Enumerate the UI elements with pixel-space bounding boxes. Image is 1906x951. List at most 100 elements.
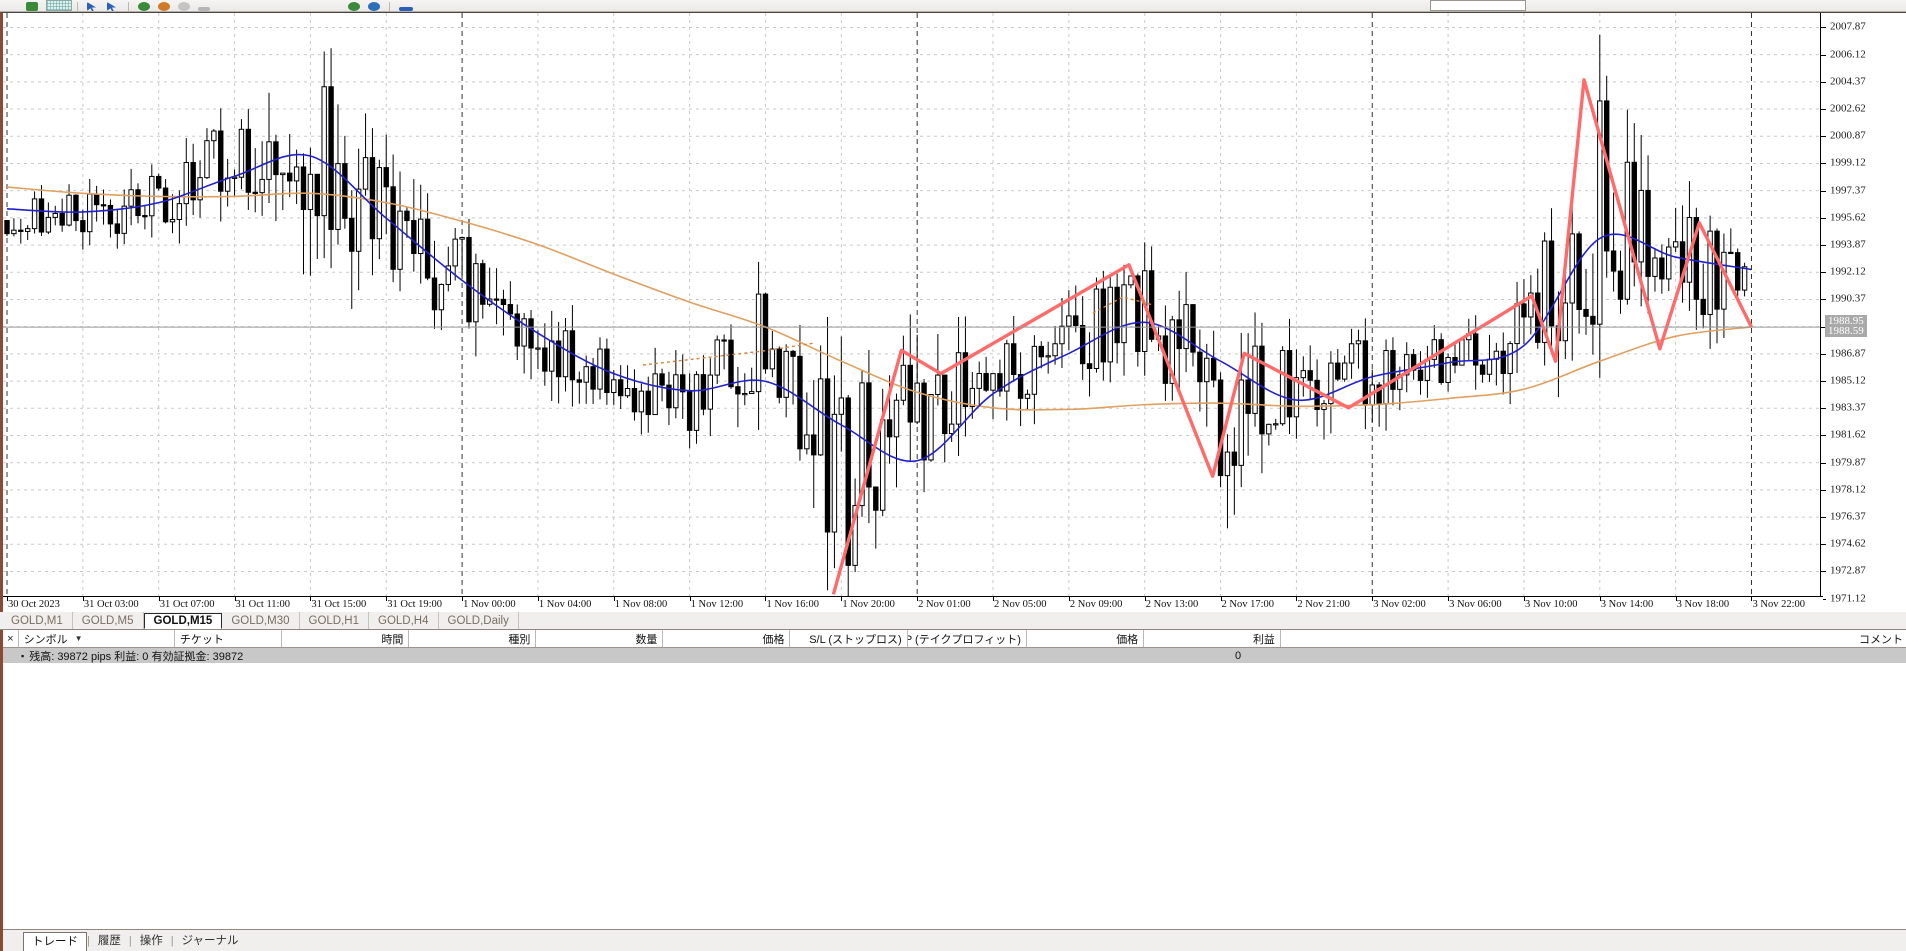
time-label: 1 Nov 08:00 (614, 599, 668, 610)
price-tick (1821, 489, 1826, 491)
column-header-4[interactable]: 数量 (536, 630, 664, 647)
time-label: 3 Nov 02:00 (1373, 599, 1426, 610)
column-header-9[interactable]: 利益 (1144, 630, 1281, 647)
price-tick (1821, 217, 1826, 219)
chart-canvas[interactable] (3, 13, 1823, 613)
more-icon[interactable] (395, 0, 415, 11)
cursor-icon[interactable] (83, 0, 103, 11)
tab-separator: | (170, 934, 174, 947)
time-tick (1220, 597, 1222, 601)
price-label: 1990.37 (1830, 292, 1866, 305)
terminal-close-icon[interactable]: × (3, 630, 19, 647)
time-label: 3 Nov 10:00 (1524, 599, 1578, 610)
chart-tab-gold-h4[interactable]: GOLD,H4 (369, 612, 439, 629)
price-tick (1821, 462, 1826, 464)
price-label: 1979.87 (1830, 456, 1866, 469)
globe-icon[interactable] (364, 0, 384, 11)
time-label: 2 Nov 13:00 (1145, 599, 1199, 610)
chart-grid-icon[interactable] (46, 0, 72, 11)
time-tick (613, 597, 615, 601)
time-label: 2 Nov 01:00 (918, 599, 971, 610)
price-label: 2007.87 (1830, 20, 1866, 33)
autoscroll-icon[interactable] (194, 0, 214, 11)
column-header-6[interactable]: S/L (ストップロス) (790, 630, 908, 647)
time-tick (82, 597, 84, 601)
column-header-0[interactable]: シンボル ▼ (19, 630, 175, 647)
price-label: 1985.12 (1830, 374, 1866, 387)
time-scale[interactable]: 30 Oct 2023 31 Oct 03:00 31 Oct 07:00 31 Oc… (3, 596, 1823, 612)
time-label: 31 Oct 11:00 (235, 599, 290, 610)
terminal-tab-0[interactable]: トレード (23, 931, 87, 951)
column-header-label: T/P (テイクプロフィット) (908, 633, 1021, 646)
time-tick (537, 597, 539, 601)
time-label: 3 Nov 14:00 (1600, 599, 1654, 610)
time-label: 31 Oct 07:00 (159, 599, 215, 610)
time-label: 1 Nov 16:00 (766, 599, 819, 610)
price-tick (1821, 353, 1826, 355)
crosshair-icon[interactable] (103, 0, 123, 11)
column-header-label: 価格 (762, 633, 785, 646)
price-tick (1821, 272, 1826, 274)
time-label: 31 Oct 19:00 (387, 599, 443, 610)
indicator-remove-icon[interactable] (154, 0, 174, 11)
indicator-add-icon[interactable] (134, 0, 154, 11)
column-header-3[interactable]: 種別 (409, 630, 537, 647)
price-label: 1972.87 (1830, 564, 1866, 577)
time-label: 1 Nov 04:00 (538, 599, 592, 610)
column-header-1[interactable]: チケット (175, 630, 283, 647)
time-tick (1523, 597, 1525, 601)
sort-caret-icon[interactable]: ▼ (74, 634, 83, 643)
new-chart-icon[interactable] (22, 0, 42, 11)
price-label: 1986.87 (1830, 347, 1866, 360)
chart-tab-gold-m5[interactable]: GOLD,M5 (73, 612, 144, 629)
column-header-label: 価格 (1116, 633, 1139, 646)
column-header-2[interactable]: 時間 (282, 630, 410, 647)
time-label: 1 Nov 00:00 (463, 599, 516, 610)
time-tick (158, 597, 160, 601)
time-label: 2 Nov 09:00 (1069, 599, 1123, 610)
time-label: 2 Nov 05:00 (994, 599, 1047, 610)
chart-tab-gold-daily[interactable]: GOLD,Daily (439, 612, 519, 629)
terminal-rows-area[interactable] (3, 663, 1906, 918)
price-tick (1821, 544, 1826, 546)
column-header-7[interactable]: T/P (テイクプロフィット) (908, 630, 1027, 647)
zoom-icon[interactable] (174, 0, 194, 11)
column-header-10[interactable]: コメント (1281, 630, 1906, 647)
time-label: 31 Oct 15:00 (311, 599, 367, 610)
current-price-bid-label: 1988.95 (1825, 315, 1867, 328)
chart-tab-bar[interactable]: GOLD,M1 GOLD,M5 GOLD,M15 GOLD,M30 GOLD,H1 GOL… (0, 612, 1906, 630)
column-header-8[interactable]: 価格 (1027, 630, 1145, 647)
price-label: 1983.37 (1830, 401, 1866, 414)
chart-tab-gold-m15[interactable]: GOLD,M15 (143, 613, 223, 629)
terminal-tab-1[interactable]: 履歴 (97, 934, 121, 947)
terminal-tab-2[interactable]: 操作 (139, 934, 163, 947)
price-tick (1821, 136, 1826, 138)
price-tick (1821, 163, 1826, 165)
column-header-label: コメント (1859, 633, 1904, 646)
price-label: 2004.37 (1830, 75, 1866, 88)
chart-tab-gold-m30[interactable]: GOLD,M30 (222, 612, 300, 629)
terminal-tab-bar[interactable]: トレード | 履歴 | 操作 | ジャーナル (3, 929, 1906, 951)
period-combo[interactable] (1430, 0, 1526, 11)
zigzag-series (831, 78, 1754, 595)
toolbar-gap (214, 0, 344, 11)
time-tick (234, 597, 236, 601)
chart-tab-gold-m1[interactable]: GOLD,M1 (2, 612, 73, 629)
time-tick (1751, 597, 1753, 601)
time-label: 1 Nov 12:00 (690, 599, 744, 610)
column-header-5[interactable]: 価格 (663, 630, 791, 647)
candlestick-series (4, 34, 1748, 598)
price-tick (1821, 381, 1826, 383)
expert-advisor-icon[interactable] (344, 0, 364, 11)
column-header-label: 時間 (381, 633, 404, 646)
moving-average-slow (6, 186, 1752, 411)
balance-text: 残高: 39872 pips 利益: 0 有効証拠金: 39872 (29, 650, 244, 663)
chart-tab-gold-h1[interactable]: GOLD,H1 (300, 612, 369, 629)
column-header-label: シンボル (23, 633, 68, 646)
terminal-column-headers[interactable]: × シンボル ▼ チケット 時間 種別 数量 価格 S/L (ストップロス) T/P (テイクプロ… (3, 630, 1906, 648)
price-chart[interactable]: 2007.87 2006.12 2004.37 2002.62 2000.87 1999.… (0, 12, 1906, 613)
terminal-tab-3[interactable]: ジャーナル (181, 934, 239, 947)
time-label: 3 Nov 06:00 (1449, 599, 1502, 610)
price-scale[interactable]: 2007.87 2006.12 2004.37 2002.62 2000.87 1999.… (1820, 13, 1906, 613)
